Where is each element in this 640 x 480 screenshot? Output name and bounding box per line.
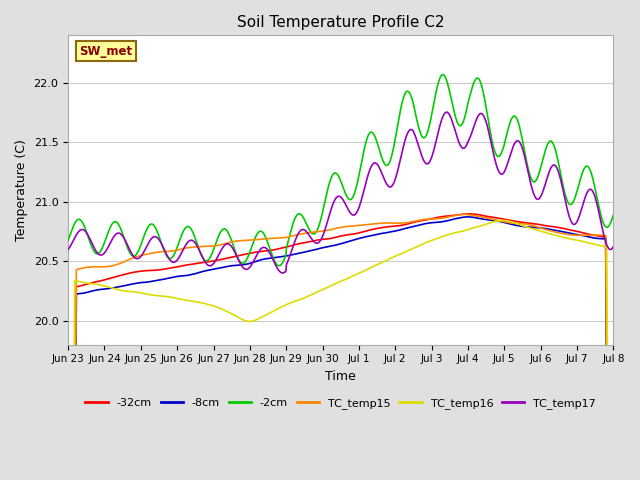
TC_temp15 xyxy=(490,216,498,222)
Line: -8cm: -8cm xyxy=(68,217,613,480)
-8cm xyxy=(500,219,508,225)
Line: TC_temp15: TC_temp15 xyxy=(68,214,613,480)
TC_temp15 xyxy=(500,219,508,225)
TC_temp16 xyxy=(499,217,507,223)
Title: Soil Temperature Profile C2: Soil Temperature Profile C2 xyxy=(237,15,445,30)
Line: TC_temp17: TC_temp17 xyxy=(68,112,613,273)
-2cm xyxy=(500,142,508,148)
Legend: -32cm, -8cm, -2cm, TC_temp15, TC_temp16, TC_temp17: -32cm, -8cm, -2cm, TC_temp15, TC_temp16,… xyxy=(81,394,600,413)
TC_temp17 xyxy=(500,169,508,175)
-2cm xyxy=(439,72,447,77)
-8cm xyxy=(438,219,446,225)
-2cm xyxy=(490,147,498,153)
TC_temp15 xyxy=(438,215,446,221)
TC_temp15 xyxy=(285,234,292,240)
TC_temp17 xyxy=(439,113,447,119)
-32cm xyxy=(500,216,508,222)
TC_temp16 xyxy=(500,217,508,223)
TC_temp15 xyxy=(120,259,127,264)
-8cm xyxy=(464,214,472,220)
-2cm xyxy=(440,72,447,78)
TC_temp16 xyxy=(120,288,127,294)
-32cm xyxy=(285,243,292,249)
Line: TC_temp16: TC_temp16 xyxy=(68,220,613,480)
TC_temp16 xyxy=(285,301,292,307)
TC_temp15 xyxy=(305,230,312,236)
-32cm xyxy=(465,211,472,217)
-2cm xyxy=(120,234,127,240)
TC_temp17 xyxy=(442,109,450,115)
TC_temp16 xyxy=(305,293,312,299)
TC_temp17 xyxy=(64,246,72,252)
TC_temp17 xyxy=(609,244,617,250)
Line: -2cm: -2cm xyxy=(68,74,613,266)
TC_temp17 xyxy=(279,270,287,276)
TC_temp17 xyxy=(490,155,498,160)
Y-axis label: Temperature (C): Temperature (C) xyxy=(15,139,28,241)
-32cm xyxy=(305,239,312,245)
-8cm xyxy=(305,248,312,254)
TC_temp17 xyxy=(305,232,313,238)
TC_temp16 xyxy=(490,219,497,225)
-2cm xyxy=(305,226,313,232)
-2cm xyxy=(609,212,617,218)
Text: SW_met: SW_met xyxy=(79,45,132,58)
Line: -32cm: -32cm xyxy=(68,214,613,480)
-8cm xyxy=(120,283,127,289)
-2cm xyxy=(285,234,293,240)
X-axis label: Time: Time xyxy=(325,370,356,383)
-32cm xyxy=(438,214,446,219)
TC_temp16 xyxy=(438,234,446,240)
-2cm xyxy=(275,263,283,269)
-32cm xyxy=(120,272,127,277)
TC_temp15 xyxy=(460,211,467,217)
TC_temp17 xyxy=(285,255,293,261)
-2cm xyxy=(64,237,72,243)
TC_temp17 xyxy=(120,235,127,240)
-8cm xyxy=(285,252,292,258)
-32cm xyxy=(490,215,498,220)
-8cm xyxy=(490,217,498,223)
